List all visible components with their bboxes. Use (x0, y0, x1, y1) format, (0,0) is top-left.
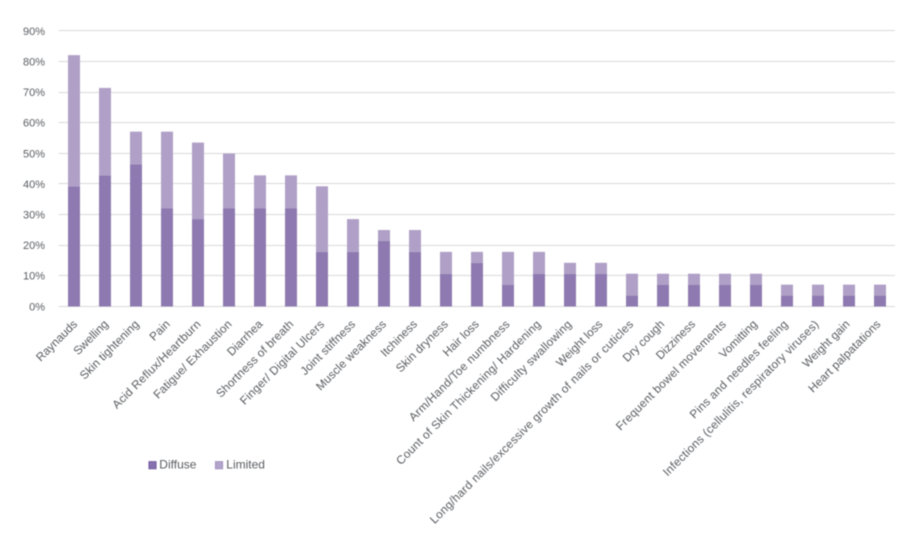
svg-text:90%: 90% (23, 26, 45, 38)
svg-text:50%: 50% (23, 148, 45, 160)
svg-text:20%: 20% (23, 240, 45, 252)
svg-text:60%: 60% (23, 118, 45, 130)
svg-text:40%: 40% (23, 179, 45, 191)
svg-text:80%: 80% (23, 57, 45, 69)
svg-text:0%: 0% (29, 301, 45, 313)
svg-text:70%: 70% (23, 87, 45, 99)
svg-text:Limited: Limited (226, 458, 265, 472)
svg-text:30%: 30% (23, 210, 45, 222)
svg-text:10%: 10% (23, 271, 45, 283)
svg-text:Diffuse: Diffuse (159, 458, 196, 472)
